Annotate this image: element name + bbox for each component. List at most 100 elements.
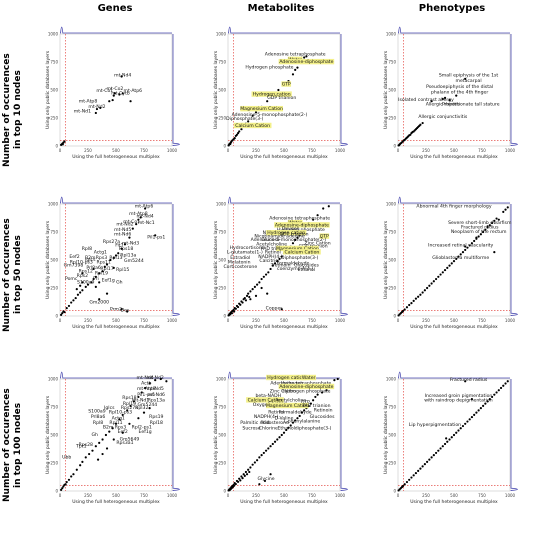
data-point xyxy=(104,433,108,437)
point-label: Rpl8 xyxy=(93,420,103,426)
data-point xyxy=(264,273,268,276)
y-tick-label: 0 xyxy=(393,489,396,494)
data-point xyxy=(72,473,75,476)
data-point xyxy=(303,56,306,59)
point-label: Rps11 xyxy=(97,259,111,265)
data-point xyxy=(131,227,134,230)
data-point xyxy=(309,402,312,405)
data-point xyxy=(253,461,256,464)
data-point xyxy=(333,379,336,382)
data-point xyxy=(258,281,261,284)
data-point xyxy=(245,473,249,476)
point-label: B2m xyxy=(85,255,96,261)
point-label: Lip hyperpigmentation xyxy=(409,422,461,428)
y-tick-label: 500 xyxy=(50,433,58,438)
point-label: Ethanol xyxy=(278,425,295,431)
data-point xyxy=(493,219,496,222)
data-point xyxy=(441,271,444,274)
point-label: mt-Nd3 xyxy=(122,240,139,246)
y-tick-label: 500 xyxy=(218,88,226,93)
data-point xyxy=(287,426,290,429)
data-point xyxy=(61,312,64,315)
data-point xyxy=(247,468,250,471)
x-tick-label: 750 xyxy=(140,148,148,153)
data-point xyxy=(280,433,283,437)
data-point xyxy=(267,447,270,450)
x-tick-label: 500 xyxy=(112,148,120,153)
point-label: Adenosine tetraphosphate xyxy=(265,51,326,57)
plot-frame xyxy=(227,378,341,492)
x-axis-label: Using the full heterogeneous multiplex xyxy=(72,324,160,330)
column-title-metabolites: Metabolites xyxy=(247,3,315,14)
point-label: Aldosterone xyxy=(261,420,289,426)
data-point xyxy=(98,441,101,444)
y-tick-label: 250 xyxy=(50,286,58,291)
point-label: L-glutamate(1-) xyxy=(227,249,263,255)
data-point xyxy=(129,404,132,407)
point-label: Gh xyxy=(91,432,98,438)
marginal-density-right xyxy=(510,379,518,491)
y-tick-label: 500 xyxy=(388,258,396,263)
data-point xyxy=(448,98,451,102)
data-point xyxy=(137,218,140,221)
data-point xyxy=(437,275,440,278)
data-point xyxy=(232,308,235,311)
data-point xyxy=(408,303,411,307)
data-point xyxy=(446,440,449,443)
data-point xyxy=(114,254,118,257)
data-point xyxy=(450,436,453,439)
y-tick-label: 250 xyxy=(50,116,58,121)
point-label: Eef1g xyxy=(102,277,115,283)
data-point xyxy=(63,140,66,143)
data-point xyxy=(236,305,240,309)
x-tick-label: 250 xyxy=(252,493,260,498)
x-tick-label: 500 xyxy=(280,493,288,498)
data-point xyxy=(99,106,102,110)
point-label: Gm2000 xyxy=(89,300,109,306)
data-point xyxy=(502,210,505,213)
label-highlight xyxy=(301,374,317,381)
x-tick-label: 1000 xyxy=(505,148,516,153)
data-point xyxy=(248,295,251,299)
point-label: Retinoin xyxy=(314,407,333,413)
scatter-panel: 0 250 500 750 1000 0 250 500 750 1000 Using the fu… xyxy=(383,371,518,505)
point-label: B2m xyxy=(103,424,114,430)
y-tick-label: 0 xyxy=(55,144,58,149)
data-point xyxy=(98,281,101,284)
data-point xyxy=(241,477,244,480)
point-label: Rpl18 xyxy=(150,420,163,426)
x-tick-label: 750 xyxy=(308,493,316,498)
data-point xyxy=(235,133,239,136)
x-axis-label: Using the full heterogeneous multiplex xyxy=(72,154,160,160)
data-point xyxy=(101,452,104,456)
data-point xyxy=(439,447,442,450)
data-point xyxy=(240,475,243,478)
point-label: Rps18 xyxy=(119,246,133,252)
point-label: Hydrogen phosphate xyxy=(277,227,325,233)
point-label: Severe short-limb dwarfism xyxy=(448,220,512,226)
data-point xyxy=(461,424,465,428)
data-point xyxy=(312,218,315,221)
x-tick-label: 1000 xyxy=(335,493,346,498)
point-label: Adenosine-5-monophosphate(2-) xyxy=(232,112,308,118)
point-label: Gm5649 xyxy=(120,437,140,443)
data-point xyxy=(282,431,286,434)
y-tick-label: 250 xyxy=(388,461,396,466)
point-label: Estradiol xyxy=(230,255,250,261)
data-point xyxy=(118,418,121,421)
point-label: Actg1 xyxy=(112,415,125,421)
scatter-panel: 0 250 500 750 1000 0 250 500 750 1000 Using the fu… xyxy=(383,26,518,160)
point-label: Prm2 xyxy=(110,306,122,312)
data-point xyxy=(401,309,405,313)
point-label: Acetylcholine xyxy=(256,241,287,247)
y-tick-label: 750 xyxy=(218,60,226,65)
data-point xyxy=(426,286,429,290)
point-label: Prl8a6 xyxy=(91,414,106,420)
point-label: Water xyxy=(302,375,316,381)
point-label: Rps18 xyxy=(122,395,136,401)
data-point xyxy=(132,400,136,403)
data-point xyxy=(114,422,118,425)
data-point xyxy=(67,304,71,308)
data-point xyxy=(111,98,114,102)
data-point xyxy=(280,308,283,311)
